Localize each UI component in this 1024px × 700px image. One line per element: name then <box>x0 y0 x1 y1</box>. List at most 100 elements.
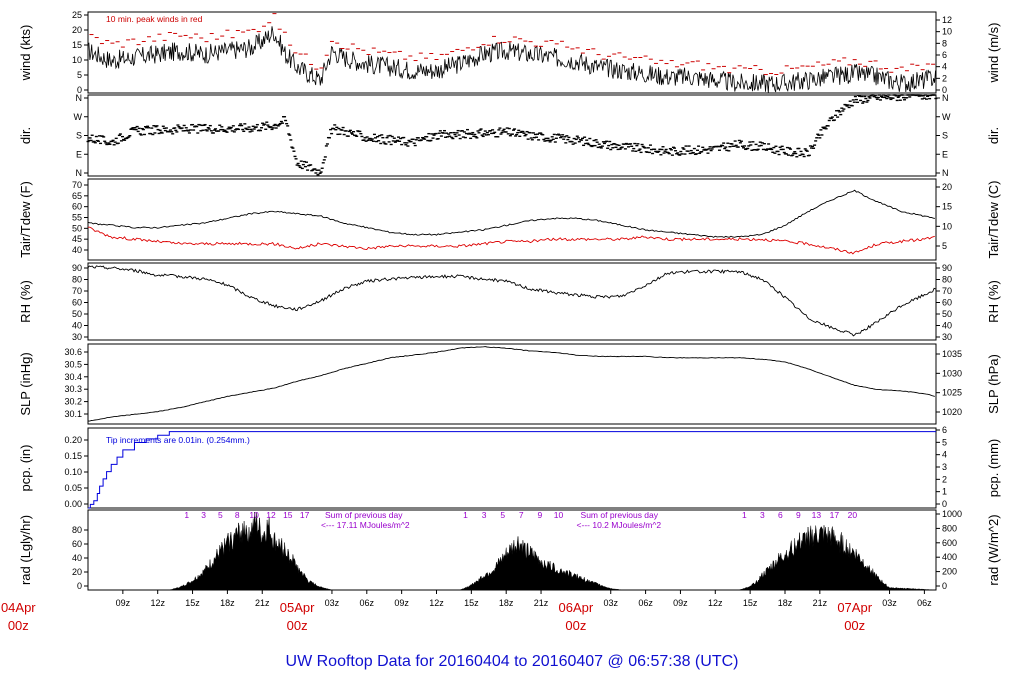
rh-right-tick-label: 50 <box>942 309 952 319</box>
date-label: 07Apr <box>837 600 872 615</box>
rad-hour-note: 5 <box>218 510 223 520</box>
slp-left-tick-label: 30.6 <box>64 347 82 357</box>
slp-left-tick-label: 30.1 <box>64 409 82 419</box>
rad-hour-note: 9 <box>538 510 543 520</box>
wind-right-tick-label: 12 <box>942 15 952 25</box>
wind-peak-note: 10 min. peak winds in red <box>106 14 203 24</box>
chart-title: UW Rooftop Data for 20160404 to 20160407… <box>286 653 739 670</box>
pcp-ylabel-right: pcp. (mm) <box>986 439 1001 498</box>
rad-sum-value: <--- 17.11 MJoules/m^2 <box>321 520 410 530</box>
time-tick-label: 09z <box>673 598 688 608</box>
pcp-right-tick-label: 5 <box>942 437 947 447</box>
temp-left-tick-label: 45 <box>72 234 82 244</box>
time-tick-label: 21z <box>813 598 828 608</box>
rad-hour-note: 20 <box>848 510 858 520</box>
pcp-right-tick-label: 6 <box>942 425 947 435</box>
dir-right-tick-label: N <box>942 168 949 178</box>
time-tick-label: 15z <box>743 598 758 608</box>
rad-hour-note: 15 <box>283 510 293 520</box>
date-label: 05Apr <box>280 600 315 615</box>
rad-right-tick-label: 400 <box>942 552 957 562</box>
date-label-time: 00z <box>8 618 29 633</box>
rad-right-tick-label: 1000 <box>942 509 962 519</box>
slp-left-tick-label: 30.5 <box>64 359 82 369</box>
time-tick-label: 06z <box>917 598 932 608</box>
rh-left-tick-label: 50 <box>72 309 82 319</box>
rad-sum-label: Sum of previous day <box>325 510 403 520</box>
wind-ylabel-right: wind (m/s) <box>986 23 1001 84</box>
time-tick-label: 12z <box>150 598 165 608</box>
rh-ylabel-right: RH (%) <box>986 280 1001 323</box>
rad-ylabel-right: rad (W/m^2) <box>986 514 1001 585</box>
slp-left-tick-label: 30.3 <box>64 384 82 394</box>
wind-left-tick-label: 20 <box>72 25 82 35</box>
rh-left-tick-label: 70 <box>72 286 82 296</box>
slp-left-tick-label: 30.2 <box>64 397 82 407</box>
pcp-right-tick-label: 4 <box>942 450 947 460</box>
slp-right-tick-label: 1025 <box>942 388 962 398</box>
wind-right-tick-label: 0 <box>942 85 947 95</box>
temp-right-tick-label: 10 <box>942 221 952 231</box>
temp-right-tick-label: 20 <box>942 182 952 192</box>
slp-panel-frame <box>87 343 937 425</box>
radiation-area <box>88 511 936 591</box>
time-tick-label: 12z <box>429 598 444 608</box>
rad-hour-note: 10 <box>554 510 564 520</box>
rad-hour-note: 10 <box>249 510 259 520</box>
dir-right-tick-label: S <box>942 131 948 141</box>
temp-right-tick-label: 5 <box>942 241 947 251</box>
rh-right-tick-label: 70 <box>942 286 952 296</box>
rad-hour-note: 1 <box>184 510 189 520</box>
rad-hour-note: 1 <box>742 510 747 520</box>
pcp-right-tick-label: 3 <box>942 462 947 472</box>
rh-left-tick-label: 90 <box>72 263 82 273</box>
dir-right-tick-label: E <box>942 149 948 159</box>
rad-hour-note: 7 <box>519 510 524 520</box>
rad-right-tick-label: 800 <box>942 523 957 533</box>
wind-left-tick-label: 10 <box>72 55 82 65</box>
rad-right-tick-label: 600 <box>942 538 957 548</box>
wind-left-tick-label: 15 <box>72 40 82 50</box>
rad-hour-note: 1 <box>463 510 468 520</box>
time-tick-label: 06z <box>360 598 375 608</box>
dir-ylabel-right: dir. <box>986 127 1001 144</box>
precip-line <box>88 431 936 509</box>
dir-ylabel-left: dir. <box>18 127 33 144</box>
date-label: 04Apr <box>1 600 36 615</box>
time-tick-label: 09z <box>116 598 131 608</box>
time-tick-label: 15z <box>464 598 479 608</box>
wind-panel-frame <box>87 11 937 94</box>
temp-left-tick-label: 55 <box>72 213 82 223</box>
temp-ylabel-left: Tair/Tdew (F) <box>18 181 33 258</box>
date-label-time: 00z <box>844 618 865 633</box>
pcp-right-tick-label: 2 <box>942 474 947 484</box>
rad-hour-note: 3 <box>482 510 487 520</box>
date-label-time: 00z <box>565 618 586 633</box>
wind-speed-line <box>87 26 936 93</box>
dir-left-tick-label: S <box>76 131 82 141</box>
rad-hour-note: 17 <box>830 510 840 520</box>
time-tick-label: 18z <box>499 598 514 608</box>
slp-line <box>87 346 935 422</box>
temp-right-tick-label: 15 <box>942 202 952 212</box>
temp-panel-frame <box>87 178 937 261</box>
rh-left-tick-label: 80 <box>72 275 82 285</box>
time-tick-label: 15z <box>185 598 200 608</box>
rad-right-tick-label: 0 <box>942 581 947 591</box>
rad-right-tick-label: 200 <box>942 567 957 577</box>
pcp-right-tick-label: 1 <box>942 487 947 497</box>
pcp-left-tick-label: 0.10 <box>64 467 82 477</box>
slp-right-tick-label: 1035 <box>942 349 962 359</box>
rad-hour-note: 17 <box>300 510 310 520</box>
wind-right-tick-label: 10 <box>942 27 952 37</box>
temp-left-tick-label: 70 <box>72 180 82 190</box>
rad-ylabel-left: rad (Lgly/hr) <box>18 515 33 585</box>
dir-right-tick-label: W <box>942 112 951 122</box>
rh-line <box>87 265 936 337</box>
time-tick-label: 18z <box>220 598 235 608</box>
temp-left-tick-label: 65 <box>72 191 82 201</box>
pcp-panel-frame <box>87 427 937 509</box>
rad-hour-note: 6 <box>778 510 783 520</box>
temp-left-tick-label: 60 <box>72 202 82 212</box>
